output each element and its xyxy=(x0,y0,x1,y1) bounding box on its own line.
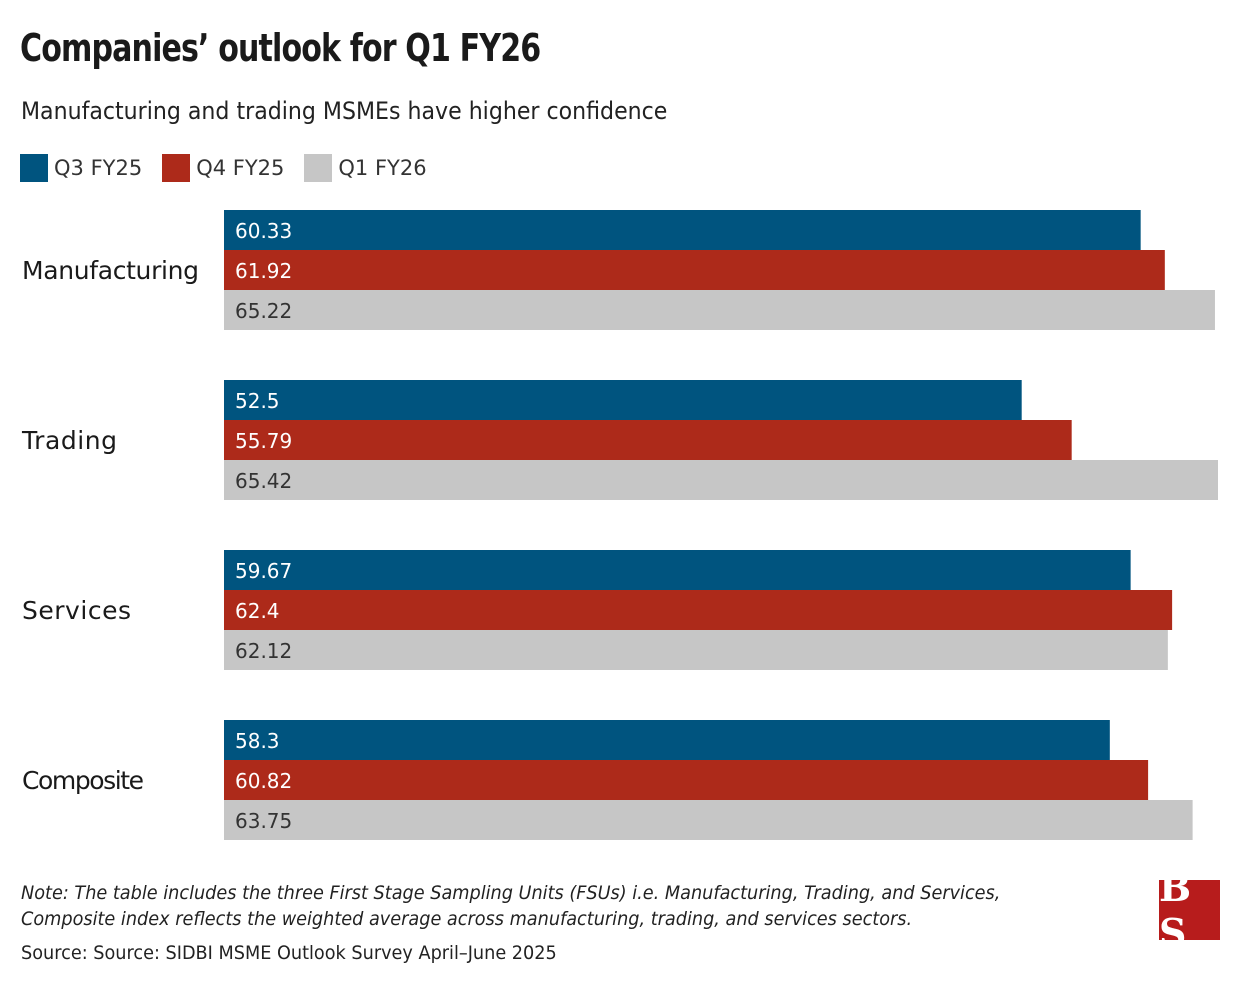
bar xyxy=(224,420,1072,460)
legend-swatch xyxy=(20,154,48,182)
bar xyxy=(224,210,1141,250)
legend-item: Q3 FY25 xyxy=(20,154,142,182)
bar xyxy=(224,250,1165,290)
legend: Q3 FY25 Q4 FY25 Q1 FY26 xyxy=(20,154,427,182)
bar xyxy=(224,720,1110,760)
data-label: 63.75 xyxy=(235,809,292,833)
bar xyxy=(224,630,1168,670)
note-line: Composite index reflects the weighted av… xyxy=(21,908,913,930)
chart-subtitle: Manufacturing and trading MSMEs have hig… xyxy=(21,97,668,125)
legend-item: Q1 FY26 xyxy=(304,154,427,182)
legend-label: Q1 FY26 xyxy=(338,156,427,180)
category-label: Manufacturing xyxy=(22,256,199,285)
category-label: Composite xyxy=(22,766,144,795)
chart-title: Companies’ outlook for Q1 FY26 xyxy=(20,26,541,70)
bar xyxy=(224,760,1149,800)
legend-item: Q4 FY25 xyxy=(162,154,284,182)
bar xyxy=(224,590,1173,630)
bar xyxy=(224,550,1131,590)
data-label: 60.82 xyxy=(235,769,292,793)
bar xyxy=(224,290,1215,330)
source-text: Source: Source: SIDBI MSME Outlook Surve… xyxy=(21,942,557,964)
data-label: 65.42 xyxy=(235,469,292,493)
data-label: 59.67 xyxy=(235,559,292,583)
footnote: Note: The table includes the three First… xyxy=(21,880,1000,932)
data-label: 62.12 xyxy=(235,639,292,663)
data-label: 60.33 xyxy=(235,219,292,243)
data-label: 52.5 xyxy=(235,389,280,413)
data-label: 61.92 xyxy=(235,259,292,283)
category-label: Trading xyxy=(21,426,117,455)
note-line: Note: The table includes the three First… xyxy=(21,882,1001,904)
bar xyxy=(224,460,1218,500)
bar xyxy=(224,800,1193,840)
legend-swatch xyxy=(162,154,191,182)
bar xyxy=(224,380,1022,420)
data-label: 55.79 xyxy=(235,429,292,453)
legend-swatch xyxy=(304,154,333,182)
data-label: 58.3 xyxy=(235,729,280,753)
legend-label: Q4 FY25 xyxy=(196,156,285,180)
data-label: 65.22 xyxy=(235,299,292,323)
category-label: Services xyxy=(22,596,131,625)
bs-logo: B S xyxy=(1159,865,1220,955)
legend-label: Q3 FY25 xyxy=(54,156,143,180)
data-label: 62.4 xyxy=(235,599,280,623)
